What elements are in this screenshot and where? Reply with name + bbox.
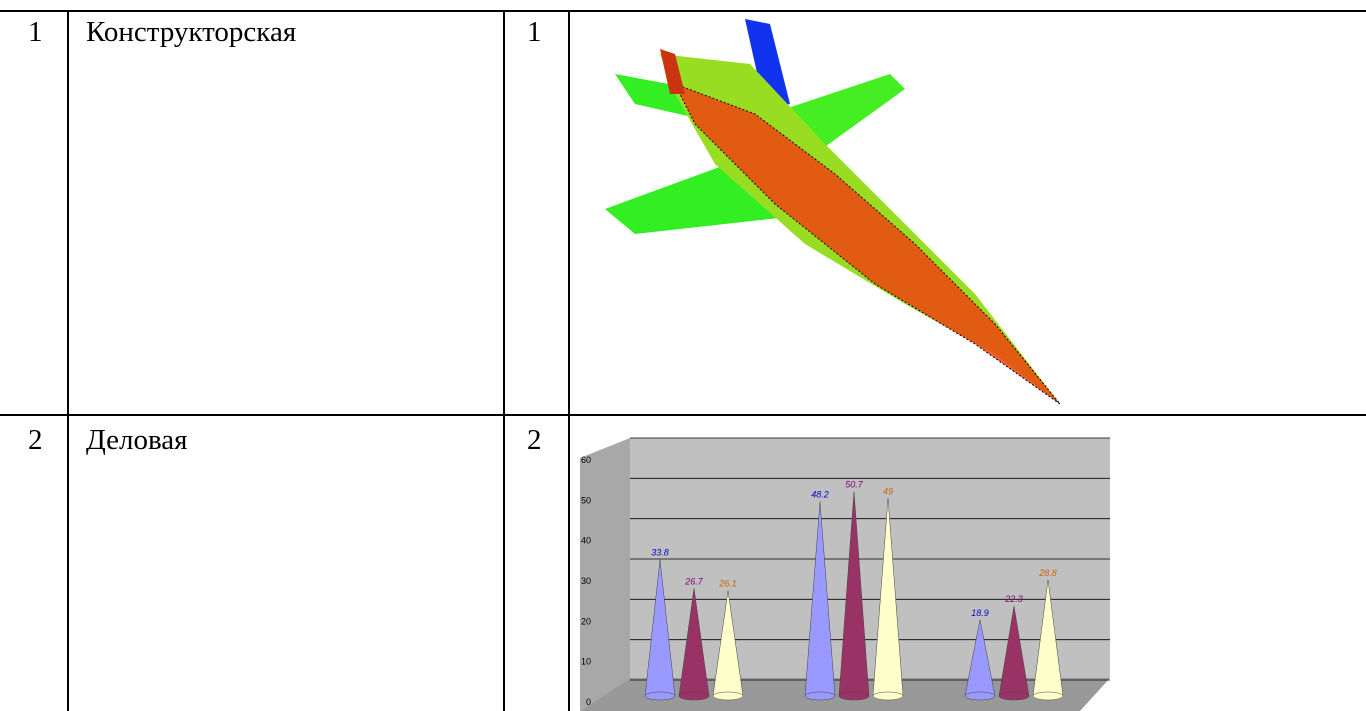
jet-tail [745, 19, 790, 109]
cell: 1 [527, 16, 542, 48]
y-tick-label: 50 [581, 495, 591, 505]
value-label: 33.8 [651, 548, 669, 558]
cone-base [998, 691, 1030, 701]
y-tick-label: 10 [581, 657, 591, 667]
cell: Деловая [86, 424, 188, 456]
value-label: 26.7 [684, 576, 704, 586]
cell: 2 [28, 424, 43, 456]
y-tick-label: 60 [581, 455, 591, 465]
y-tick-label: 20 [581, 616, 591, 626]
table-border [0, 10, 1366, 12]
cone-base [872, 691, 904, 701]
jet-mesh [673, 83, 1061, 405]
jet-body [675, 84, 1060, 404]
jet-tail [660, 49, 685, 94]
table-border [0, 414, 1366, 416]
value-label: 49 [883, 486, 893, 496]
cell: 1 [28, 16, 43, 48]
chart: 0 10 20 30 40 50 60 33.8 48.2 18.9 26.7 50.7 22.3 26… [580, 437, 1110, 711]
cone-base [644, 691, 676, 701]
y-tick-label: 40 [581, 536, 591, 546]
cone-base [712, 691, 744, 701]
jet-image [605, 19, 1061, 405]
value-label: 22.3 [1004, 594, 1023, 604]
cone-base [678, 691, 710, 701]
value-label: 50.7 [845, 480, 864, 490]
y-tick-label: 30 [581, 576, 591, 586]
table-border [568, 10, 570, 711]
value-label: 48.2 [811, 490, 829, 500]
cell: 2 [527, 424, 542, 456]
table-border [67, 10, 69, 711]
cone-base [804, 691, 836, 701]
cone-base [838, 691, 870, 701]
back-wall [630, 438, 1110, 678]
cell: Конструкторская [86, 16, 297, 48]
y-tick-label: 0 [586, 697, 591, 707]
table-border [503, 10, 505, 711]
cone-base [1032, 691, 1064, 701]
value-label: 26.1 [718, 579, 737, 589]
cone-base [964, 691, 996, 701]
value-label: 18.9 [971, 608, 989, 618]
side-wall [580, 438, 630, 711]
value-label: 28.8 [1038, 568, 1057, 578]
